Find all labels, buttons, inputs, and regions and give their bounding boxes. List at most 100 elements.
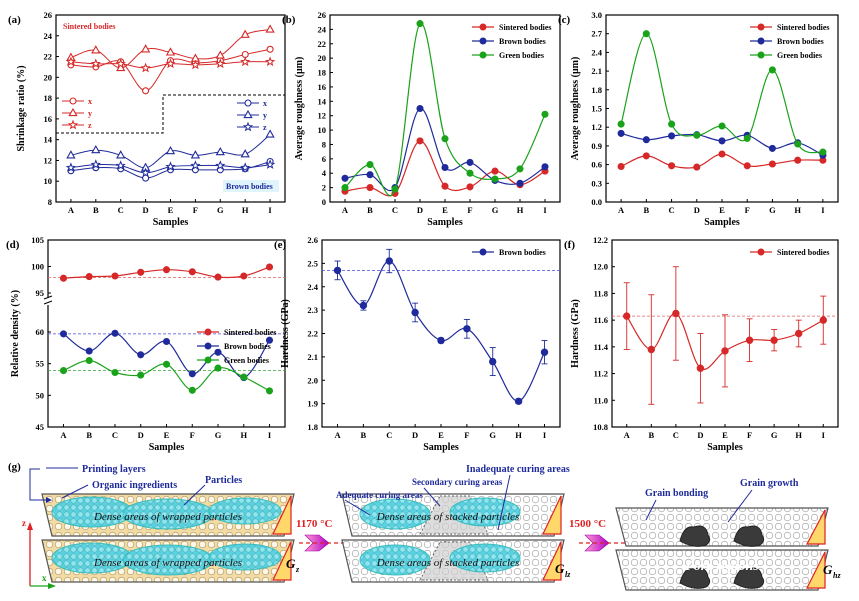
y-tick-label: 12.0 bbox=[593, 262, 608, 272]
data-point bbox=[85, 356, 93, 365]
legend-label: Sintered bodies bbox=[224, 328, 277, 337]
y-tick-label: 26 bbox=[318, 10, 327, 20]
label-grain-bonding: Grain bonding bbox=[645, 488, 708, 499]
y-tick-label: 20 bbox=[44, 72, 53, 82]
data-point bbox=[91, 45, 101, 54]
data-point bbox=[768, 66, 776, 74]
data-point bbox=[190, 160, 201, 170]
data-point bbox=[265, 336, 274, 344]
y-tick-label: 24 bbox=[44, 31, 53, 41]
label-particles: Particles bbox=[205, 475, 242, 486]
y-tick-label: 1.9 bbox=[307, 399, 318, 409]
y-tick-label: 12.2 bbox=[593, 235, 608, 245]
data-point bbox=[142, 87, 150, 95]
panel-label: (g) bbox=[8, 461, 21, 473]
y-tick-label: 2.3 bbox=[307, 305, 318, 315]
data-point bbox=[111, 272, 119, 280]
pointer-line bbox=[61, 484, 89, 499]
group-label-bg bbox=[223, 180, 279, 192]
data-point bbox=[721, 347, 729, 355]
data-point bbox=[240, 56, 251, 67]
data-point bbox=[190, 59, 201, 70]
y-tick-label: 8 bbox=[322, 139, 326, 149]
y-tick-label: 105 bbox=[31, 235, 44, 245]
gradient-marker bbox=[542, 541, 562, 581]
x-tick-label: C bbox=[668, 205, 674, 215]
y-tick-label: 26 bbox=[44, 10, 53, 20]
data-point bbox=[66, 150, 76, 159]
data-point bbox=[165, 145, 176, 155]
x-axis-label: Samples bbox=[153, 217, 189, 228]
y-tick-label: 10 bbox=[318, 125, 327, 135]
legend-marker bbox=[243, 109, 253, 119]
legend-marker bbox=[479, 51, 487, 59]
data-point bbox=[265, 263, 274, 271]
y-axis-label: Average roughness (μm) bbox=[570, 57, 581, 161]
label-glz-sub: lz bbox=[565, 570, 571, 579]
data-point bbox=[718, 137, 726, 145]
y-tick-label: 11.8 bbox=[594, 288, 608, 298]
label-organic: Organic ingredients bbox=[92, 480, 177, 491]
axis-arrow bbox=[48, 583, 56, 589]
data-point bbox=[116, 62, 126, 72]
y-tick-label: 16 bbox=[318, 82, 327, 92]
series-line bbox=[344, 107, 546, 192]
legend-label: Brown bodies bbox=[777, 37, 824, 46]
label-grain-growth: Grain growth bbox=[740, 478, 799, 489]
data-point bbox=[65, 162, 77, 173]
legend-marker bbox=[244, 99, 252, 107]
data-point bbox=[391, 185, 399, 193]
dense-area bbox=[449, 543, 521, 573]
x-tick-label: E bbox=[722, 430, 728, 440]
panel-label: (d) bbox=[6, 239, 20, 251]
x-tick-label: D bbox=[697, 430, 703, 440]
data-point bbox=[768, 144, 776, 152]
pore-region bbox=[733, 567, 765, 589]
y-tick-label: 2.0 bbox=[307, 375, 318, 385]
pointer-line bbox=[497, 474, 511, 531]
legend-marker bbox=[69, 97, 77, 105]
data-point bbox=[162, 266, 171, 274]
data-point bbox=[416, 137, 424, 145]
y-tick-label: 2.4 bbox=[591, 47, 602, 57]
legend-marker bbox=[757, 37, 765, 45]
x-axis-label: Samples bbox=[704, 217, 740, 228]
y-tick-label: 1.2 bbox=[591, 122, 602, 132]
data-point bbox=[668, 162, 676, 170]
label-secondary: Secondary curing areas bbox=[412, 477, 503, 487]
data-point bbox=[264, 56, 276, 67]
data-point bbox=[265, 24, 275, 33]
chart-b: A B C D E F G H ISamples(b)024681012141618202224… bbox=[282, 10, 561, 228]
legend-label: Sintered bodies bbox=[777, 23, 830, 32]
x-tick-label: C bbox=[673, 430, 679, 440]
y-tick-label: 0.3 bbox=[591, 178, 602, 188]
group-label-sintered: Sintered bodies bbox=[63, 22, 116, 31]
x-axis-label: Samples bbox=[707, 442, 743, 453]
chart-a: A B C D E F G H I Samples (a) 8 10 12 14 16 18 20 22 24 26 Sh… bbox=[8, 10, 286, 228]
legend-marker bbox=[204, 356, 212, 364]
legend-marker bbox=[242, 121, 254, 132]
data-point bbox=[617, 129, 625, 137]
axis-z-label: z bbox=[22, 518, 26, 528]
legend-marker bbox=[479, 37, 487, 45]
y-tick-label: 1.8 bbox=[307, 422, 318, 432]
data-point bbox=[642, 152, 650, 160]
x-tick-label: F bbox=[193, 205, 198, 215]
data-point bbox=[266, 45, 274, 53]
x-tick-label: B bbox=[86, 430, 92, 440]
data-point bbox=[214, 364, 222, 372]
panel-label: (a) bbox=[8, 14, 21, 26]
y-tick-label: 11.6 bbox=[594, 315, 608, 325]
data-point bbox=[111, 329, 119, 337]
data-point bbox=[411, 308, 419, 317]
label-adequate: Adequate curing areas bbox=[336, 490, 423, 500]
label-gz-sub: z bbox=[295, 565, 300, 574]
data-point bbox=[668, 132, 676, 140]
data-point bbox=[59, 367, 68, 375]
data-point bbox=[240, 29, 250, 38]
data-point bbox=[416, 104, 424, 113]
x-tick-label: E bbox=[438, 430, 444, 440]
label-glz: G bbox=[555, 561, 565, 576]
x-tick-label: E bbox=[719, 205, 725, 215]
data-point bbox=[672, 309, 680, 318]
